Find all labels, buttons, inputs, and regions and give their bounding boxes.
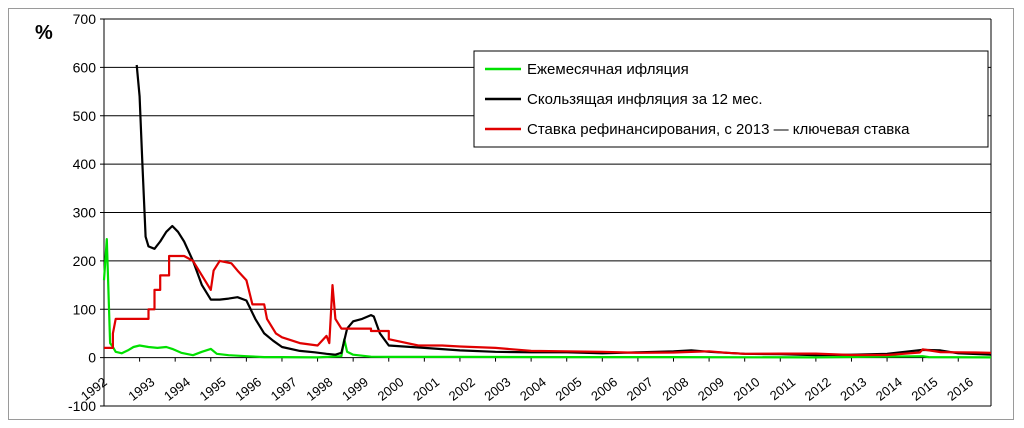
x-tick-label: 2004 xyxy=(517,374,549,404)
x-tick-label: 2012 xyxy=(802,374,834,404)
x-tick-label: 1995 xyxy=(197,374,229,404)
legend-label-monthly: Ежемесячная ифляция xyxy=(527,61,689,78)
legend-label-rate: Ставка рефинансирования, с 2013 — ключев… xyxy=(527,121,910,138)
x-tick-label: 2016 xyxy=(944,374,976,404)
y-tick-label: 500 xyxy=(73,108,97,124)
x-tick-label: 2007 xyxy=(624,374,656,404)
y-tick-label: 0 xyxy=(88,350,96,366)
x-tick-label: 1999 xyxy=(339,374,371,404)
y-axis-ticks: -100 0 100 200 300 400 500 600 700 xyxy=(68,11,96,414)
refinancing-rate-line xyxy=(104,254,992,357)
x-tick-label: 1996 xyxy=(232,374,264,404)
x-tick-label: 1998 xyxy=(303,374,335,404)
x-tick-label: 2010 xyxy=(731,374,763,404)
monthly-inflation-line xyxy=(102,238,992,359)
x-tick-label: 2009 xyxy=(695,374,727,404)
y-tick-label: 100 xyxy=(73,301,97,317)
x-tick-label: 2008 xyxy=(659,374,691,404)
x-tick-label: 1994 xyxy=(161,374,193,404)
inflation-chart: -100 0 100 200 300 400 500 600 700 1992 1993 1994 1… xyxy=(35,11,992,414)
legend-label-rolling: Скользящая инфляция за 12 мес. xyxy=(527,91,763,108)
y-tick-label: 300 xyxy=(73,205,97,221)
y-tick-label: 700 xyxy=(73,11,97,27)
y-tick-label: 200 xyxy=(73,253,97,269)
x-tick-label: 2000 xyxy=(375,374,407,404)
x-axis-ticks: 1992 1993 1994 1995 1996 1997 1998 1999 2000 2001… xyxy=(78,357,976,404)
legend: Ежемесячная ифляция Скользящая инфляция … xyxy=(473,50,989,148)
x-tick-label: 2011 xyxy=(767,374,798,403)
x-tick-label: 2013 xyxy=(837,374,869,404)
y-tick-label: -100 xyxy=(68,398,96,414)
chart-frame: -100 0 100 200 300 400 500 600 700 1992 1993 1994 1… xyxy=(8,8,1014,420)
y-tick-label: 400 xyxy=(73,156,97,172)
x-tick-label: 2001 xyxy=(410,374,442,404)
x-tick-label: 2003 xyxy=(481,374,513,404)
legend-box xyxy=(473,50,989,148)
x-tick-label: 2014 xyxy=(873,374,905,404)
x-tick-label: 2005 xyxy=(553,374,585,404)
x-tick-label: 2015 xyxy=(908,374,940,404)
axes xyxy=(100,18,992,407)
y-unit-label: % xyxy=(35,22,53,44)
y-tick-label: 600 xyxy=(73,59,97,75)
x-tick-label: 2002 xyxy=(446,374,478,404)
x-tick-label: 2006 xyxy=(588,374,620,404)
x-tick-label: 1997 xyxy=(268,374,300,404)
x-tick-label: 1993 xyxy=(125,374,157,404)
series-lines xyxy=(102,64,992,359)
